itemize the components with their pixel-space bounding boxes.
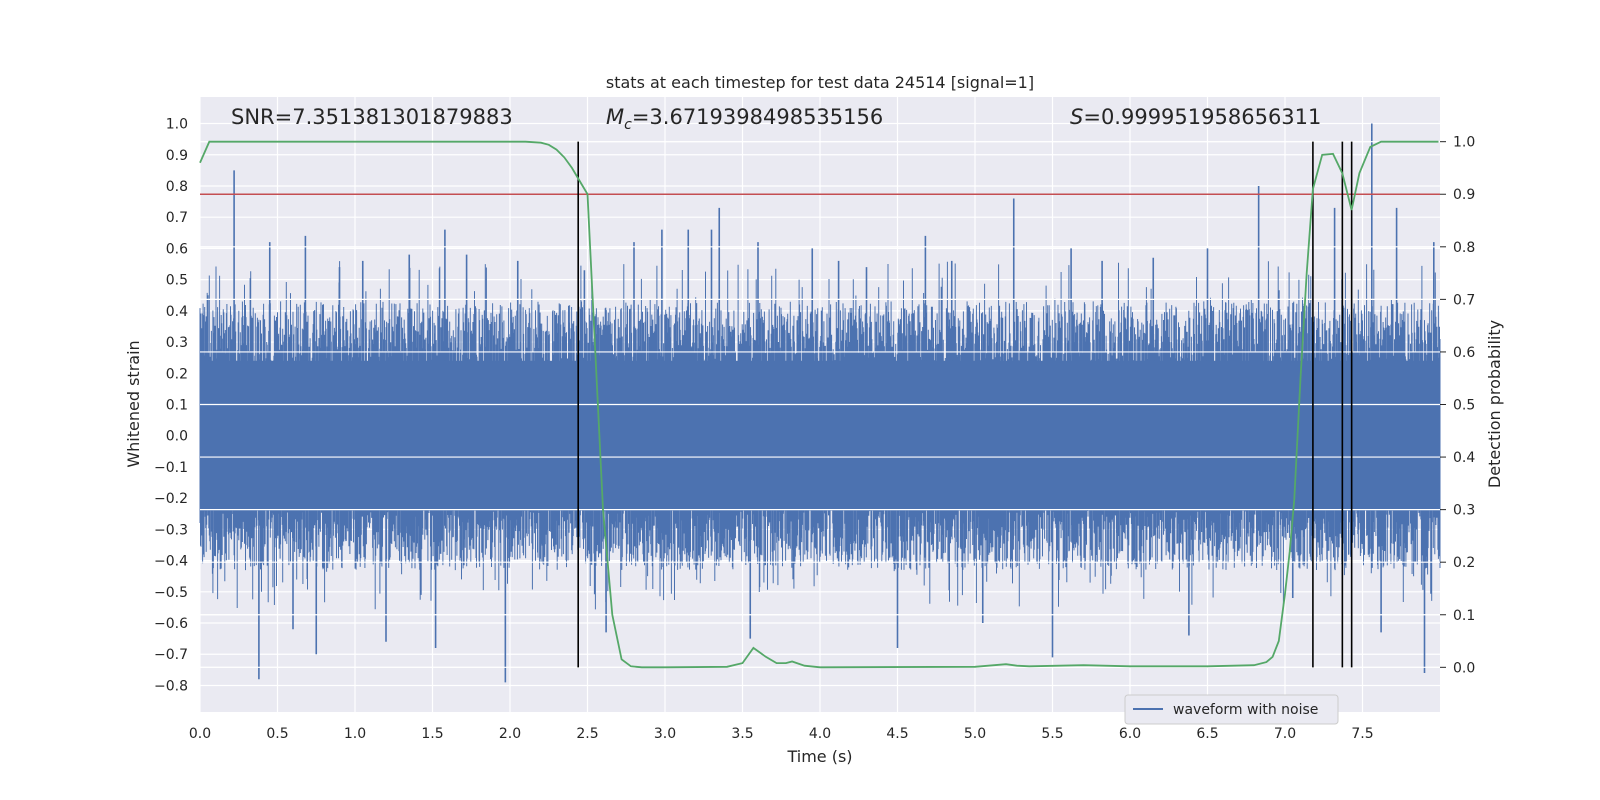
y2-axis-label: Detection probability xyxy=(1485,320,1504,488)
y-tick-label: −0.6 xyxy=(154,616,188,632)
y-tick-label: −0.2 xyxy=(154,491,188,507)
y-axis-label: Whitened strain xyxy=(124,340,143,467)
x-tick-label: 0.5 xyxy=(266,726,288,742)
legend-label: waveform with noise xyxy=(1173,702,1318,718)
y-tick-label: 0.6 xyxy=(166,241,188,257)
probability-series xyxy=(199,140,1439,669)
y2-tick-label: 0.9 xyxy=(1453,187,1475,203)
y-tick-label: 0.2 xyxy=(166,366,188,382)
x-tick-label: 4.5 xyxy=(886,726,908,742)
strain-core xyxy=(200,360,1440,511)
score-annotation: S=0.999951958656311 xyxy=(1070,105,1321,129)
y-tick-label: −0.1 xyxy=(154,460,188,476)
y2-tick-label: 0.6 xyxy=(1453,345,1475,361)
x-tick-label: 2.5 xyxy=(576,726,598,742)
y-tick-label: −0.7 xyxy=(154,647,188,663)
y2-tick-label: 0.4 xyxy=(1453,450,1475,466)
y-tick-label: 0.3 xyxy=(166,335,188,351)
y-tick-label: 0.5 xyxy=(166,273,188,289)
x-tick-label: 2.0 xyxy=(499,726,521,742)
x-tick-label: 6.0 xyxy=(1119,726,1141,742)
y2-tick-label: 0.8 xyxy=(1453,240,1475,256)
y-tick-label: 0.4 xyxy=(166,304,188,320)
score-value: =0.999951958656311 xyxy=(1083,105,1321,129)
y-tick-label: −0.4 xyxy=(154,554,188,570)
chirp-mass-value: =3.6719398498535156 xyxy=(632,105,883,129)
chirp-mass-subscript: c xyxy=(624,117,632,133)
x-axis-label: Time (s) xyxy=(786,747,852,766)
y2-tick-label: 0.3 xyxy=(1453,503,1475,519)
tick-labels: 0.0 0.5 1.0 1.5 2.0 2.5 3.0 3.5 4.0 4.5 5.0 5.5 6.0 6… xyxy=(154,117,1475,742)
y2-tick-label: 0.0 xyxy=(1453,660,1475,676)
y-tick-label: 0.9 xyxy=(166,148,188,164)
x-tick-label: 1.5 xyxy=(421,726,443,742)
x-tick-label: 7.5 xyxy=(1351,726,1373,742)
x-tick-label: 5.0 xyxy=(964,726,986,742)
legend-box xyxy=(1124,694,1339,725)
probability-line xyxy=(199,140,1439,669)
x-tick-label: 3.0 xyxy=(654,726,676,742)
y-tick-label: 0.0 xyxy=(166,429,188,445)
chart-title: stats at each timestep for test data 245… xyxy=(606,73,1034,92)
score-symbol: S xyxy=(1070,105,1083,129)
y-tick-label: −0.5 xyxy=(154,585,188,601)
y-tick-label: −0.3 xyxy=(154,522,188,538)
y-tick-label: 0.1 xyxy=(166,398,188,414)
y-tick-label: 0.7 xyxy=(166,210,188,226)
legend: waveform with noise xyxy=(1124,694,1339,725)
y-tick-label: 0.8 xyxy=(166,179,188,195)
y2-tick-label: 0.1 xyxy=(1453,608,1475,624)
y2-tick-label: 0.2 xyxy=(1453,555,1475,571)
y-tick-label: −0.8 xyxy=(154,678,188,694)
x-tick-label: 6.5 xyxy=(1196,726,1218,742)
x-tick-label: 3.5 xyxy=(731,726,753,742)
strain-series xyxy=(199,123,1441,683)
event-lines xyxy=(577,141,1353,668)
y2-tick-label: 1.0 xyxy=(1453,135,1475,151)
x-tick-label: 4.0 xyxy=(809,726,831,742)
y-tick-label: 1.0 xyxy=(166,117,188,133)
y2-tick-label: 0.7 xyxy=(1453,292,1475,308)
chirp-mass-annotation: Mc=3.6719398498535156 xyxy=(606,105,883,133)
x-tick-label: 1.0 xyxy=(344,726,366,742)
x-tick-label: 7.0 xyxy=(1274,726,1296,742)
snr-annotation: SNR=7.351381301879883 xyxy=(231,105,513,129)
chirp-mass-symbol: M xyxy=(606,105,624,129)
x-tick-label: 5.5 xyxy=(1041,726,1063,742)
y2-tick-label: 0.5 xyxy=(1453,398,1475,414)
x-tick-label: 0.0 xyxy=(189,726,211,742)
